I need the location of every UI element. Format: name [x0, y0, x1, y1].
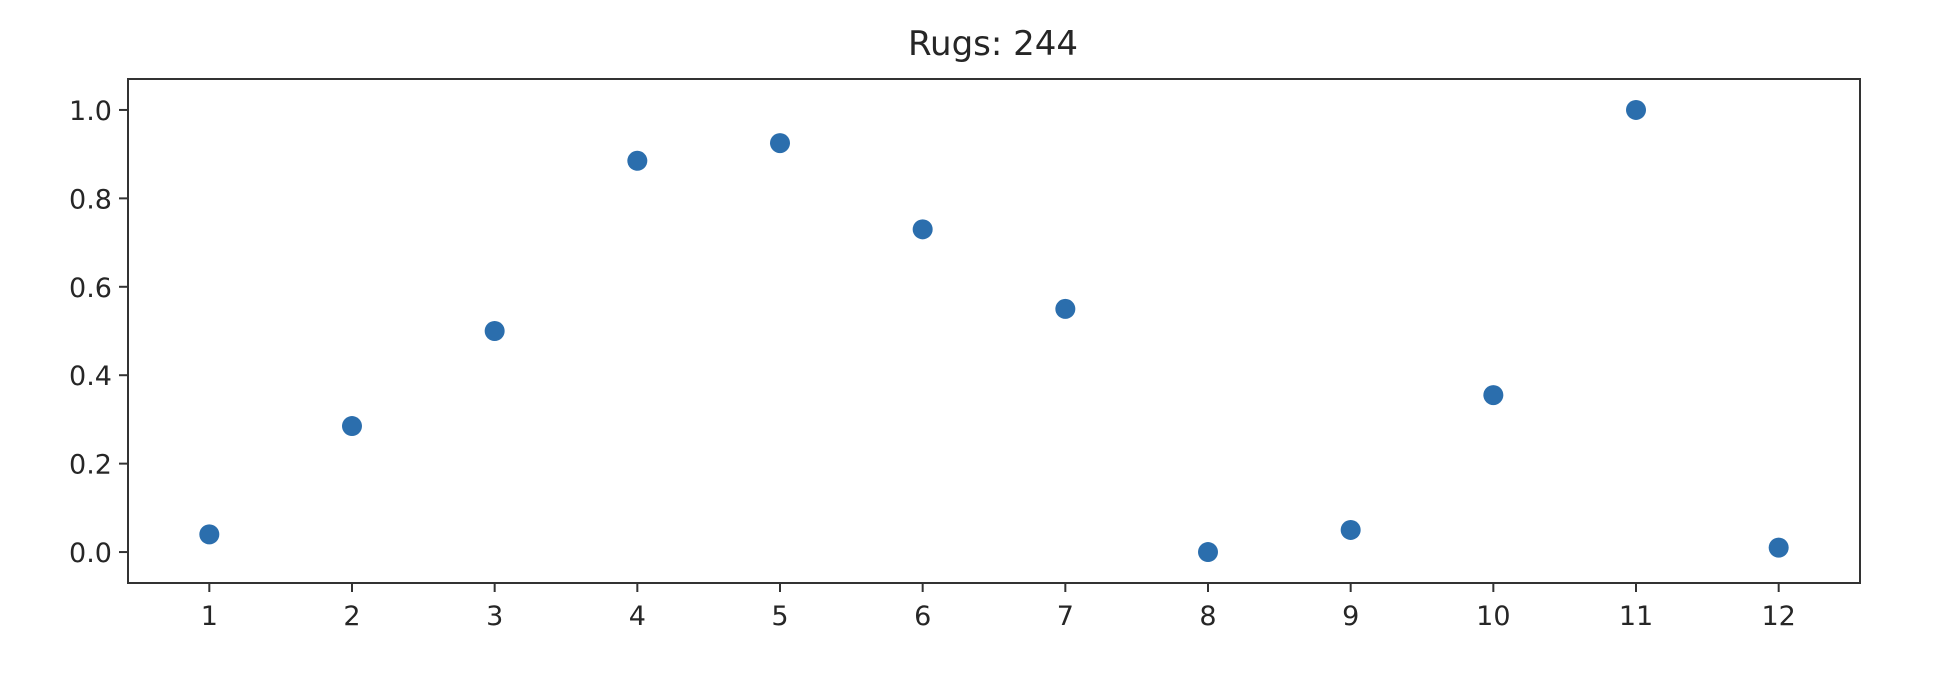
data-point: [1626, 99, 1647, 120]
x-tick-label: 9: [1342, 601, 1359, 632]
x-tick-label: 7: [1057, 601, 1074, 632]
y-tick-label: 1.0: [69, 96, 112, 127]
axis-ticks: 1 2 3 4 5 6 7 8 9 10 11 120.00.20.40.60.81.0: [69, 96, 1796, 632]
x-tick-label: 8: [1199, 601, 1216, 632]
data-point: [627, 150, 648, 171]
data-point: [199, 524, 220, 545]
x-tick-label: 11: [1619, 601, 1653, 632]
data-point: [912, 219, 933, 240]
y-tick-label: 0.2: [69, 450, 112, 481]
data-point: [1198, 542, 1219, 563]
y-tick-label: 0.8: [69, 184, 112, 215]
x-tick-label: 2: [343, 601, 360, 632]
x-tick-label: 10: [1476, 601, 1510, 632]
y-tick-label: 0.0: [69, 538, 112, 569]
data-point: [1483, 385, 1504, 406]
y-tick-label: 0.6: [69, 273, 112, 304]
x-tick-label: 6: [914, 601, 931, 632]
data-point: [1055, 298, 1076, 319]
plot-area-frame: [127, 78, 1861, 584]
x-tick-label: 12: [1761, 601, 1795, 632]
data-point: [769, 133, 790, 154]
data-points: [199, 99, 1789, 563]
y-tick-label: 0.4: [69, 361, 112, 392]
x-tick-label: 3: [486, 601, 503, 632]
data-point: [341, 416, 362, 437]
x-tick-label: 4: [629, 601, 646, 632]
chart-title: Rugs: 244: [908, 24, 1078, 64]
data-point: [1340, 519, 1361, 540]
x-tick-label: 5: [771, 601, 788, 632]
x-tick-label: 1: [201, 601, 218, 632]
data-point: [484, 321, 505, 341]
data-point: [1768, 537, 1789, 558]
